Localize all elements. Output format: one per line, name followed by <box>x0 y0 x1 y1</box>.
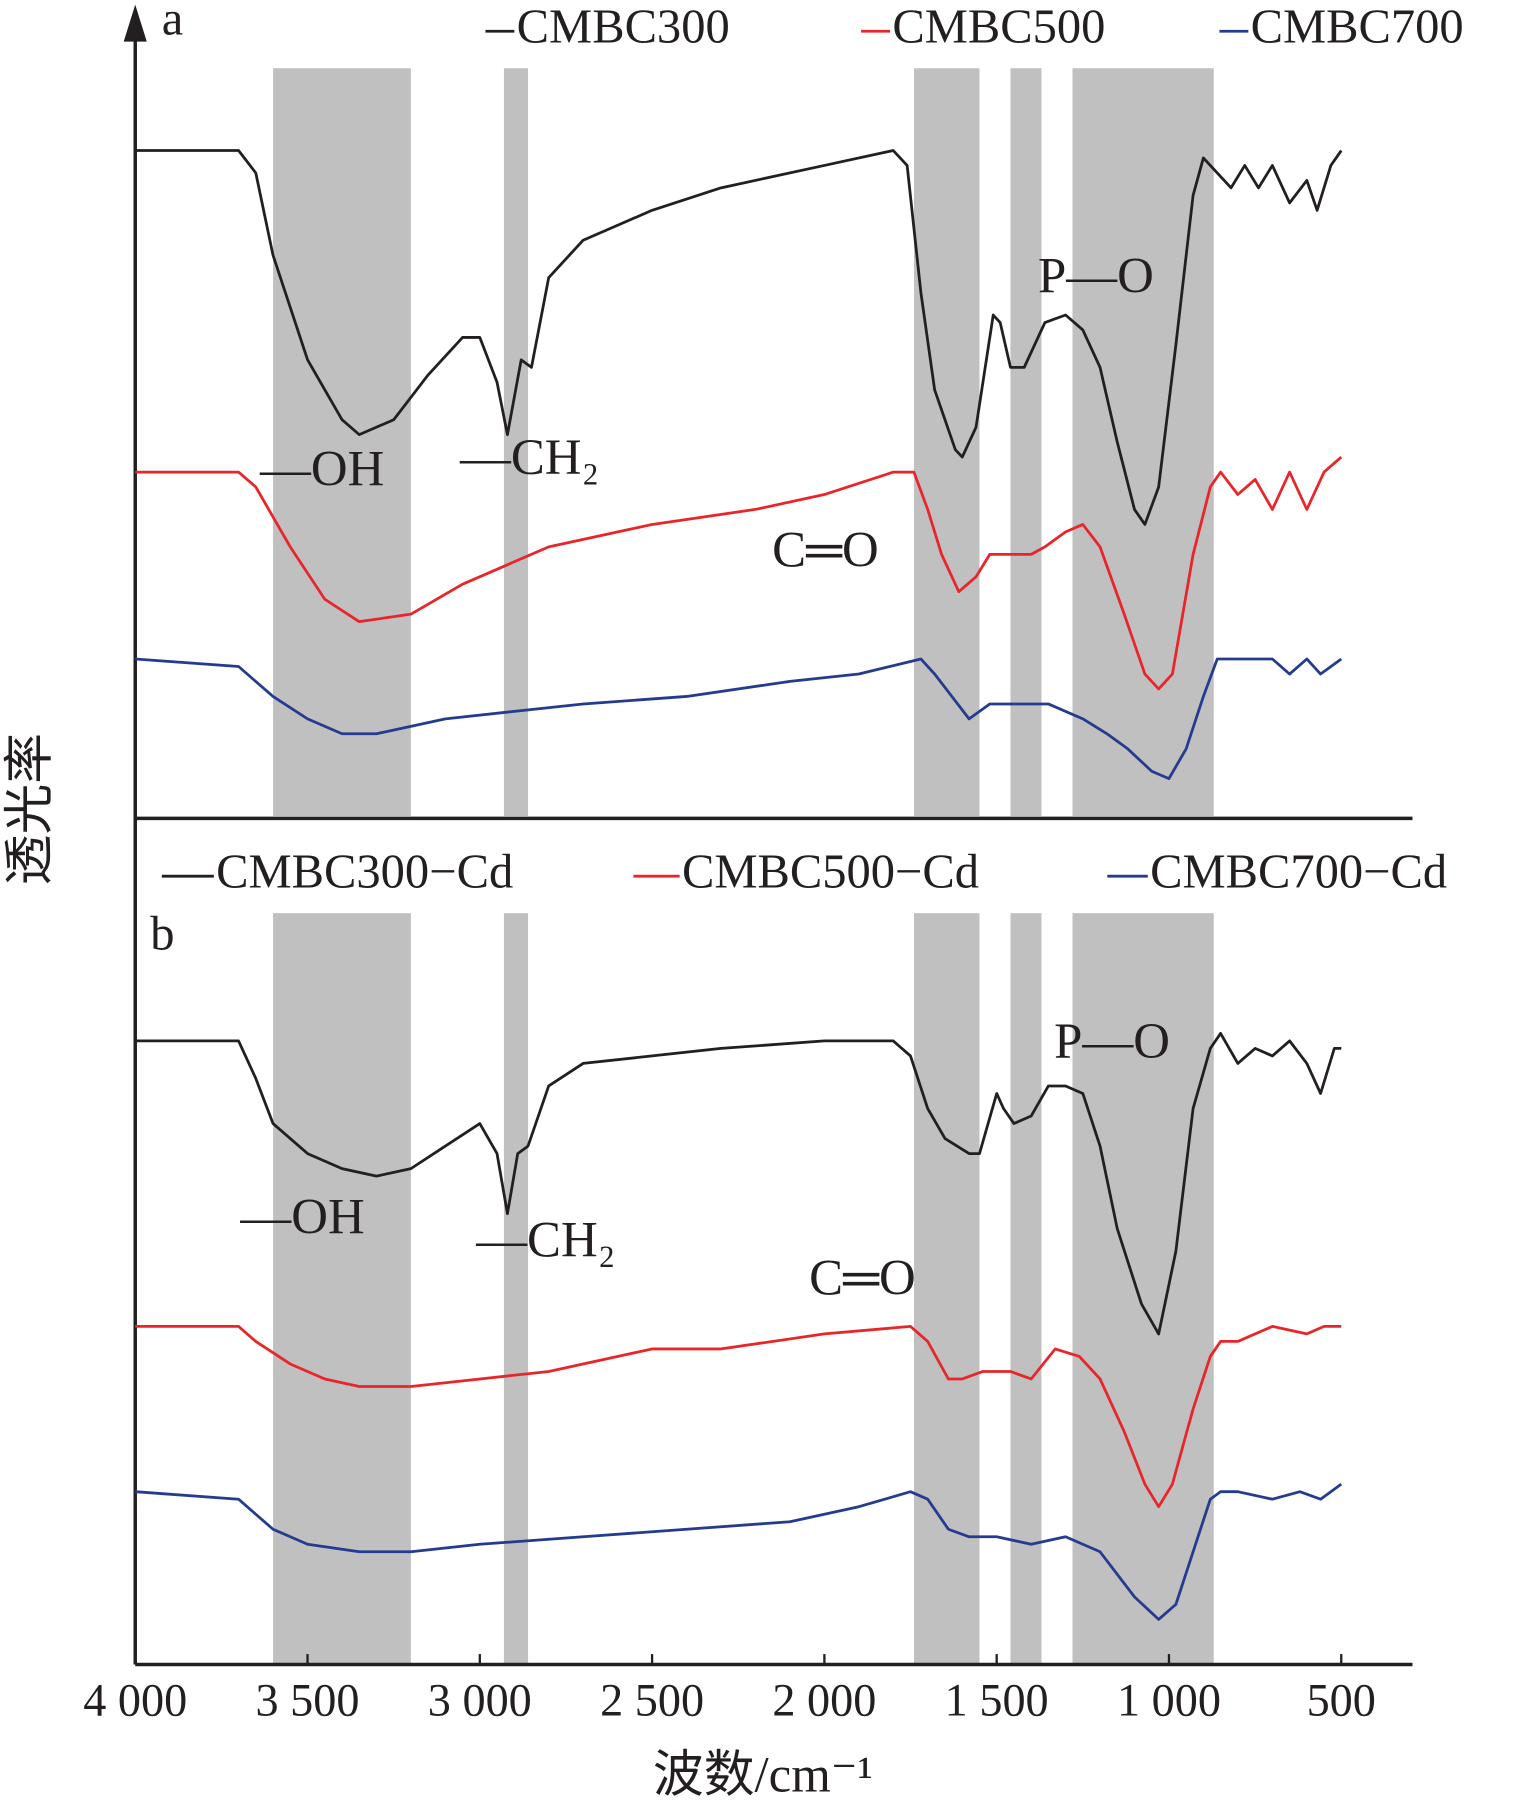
y-axis-label: 透光率 <box>1 733 57 886</box>
annotation: P—O <box>1054 1013 1170 1069</box>
band <box>503 913 529 1665</box>
legend-label: CMBC300 <box>517 0 730 53</box>
x-tick-label: 1 500 <box>945 1675 1049 1726</box>
annotation: —CH₂ <box>459 429 599 485</box>
x-tick-label: 2 500 <box>600 1675 704 1726</box>
x-tick-label: 2 000 <box>772 1675 876 1726</box>
spectrum-line <box>135 456 1343 691</box>
legend-label: CMBC500 <box>892 0 1105 53</box>
band <box>1072 68 1214 817</box>
bands <box>273 913 1214 1665</box>
x-tick-label: 3 000 <box>428 1675 532 1726</box>
plot-layer: CMBC300 CMBC500 CMBC700 a —OH —CH₂ C═O P—O CMBC3… <box>83 0 1463 1726</box>
spectrum-line <box>135 1483 1343 1621</box>
bands <box>273 68 1214 817</box>
spectrum-line <box>135 149 1343 526</box>
spectrum-line <box>135 657 1343 781</box>
legend-label: CMBC700−Cd <box>1150 845 1447 898</box>
legend-label: CMBC500−Cd <box>682 845 979 898</box>
band <box>1072 913 1214 1665</box>
band <box>1010 913 1042 1665</box>
band <box>913 913 980 1665</box>
annotation: —CH₂ <box>475 1212 615 1268</box>
x-tick-label: 500 <box>1307 1675 1376 1726</box>
y-axis-arrow <box>123 4 147 42</box>
x-tick-label: 1 000 <box>1117 1675 1221 1726</box>
annotation: P—O <box>1038 248 1154 304</box>
legend-label: CMBC300−Cd <box>216 845 513 898</box>
panel-label: b <box>150 908 174 961</box>
band <box>273 68 411 817</box>
annotation: C═O <box>772 522 879 578</box>
annotation: —OH <box>259 441 384 497</box>
legend-label: CMBC700 <box>1251 0 1464 53</box>
x-tick-label: 3 500 <box>256 1675 360 1726</box>
annotation: C═O <box>809 1250 916 1306</box>
panel-label: a <box>162 0 184 45</box>
x-axis-label: 波数/cm⁻¹ <box>653 1747 873 1803</box>
annotation: —OH <box>239 1188 364 1244</box>
x-tick-label: 4 000 <box>83 1675 187 1726</box>
spectrum-line <box>135 1031 1342 1336</box>
band <box>1010 68 1042 817</box>
spectrum-line <box>135 1325 1342 1509</box>
band <box>503 68 529 817</box>
